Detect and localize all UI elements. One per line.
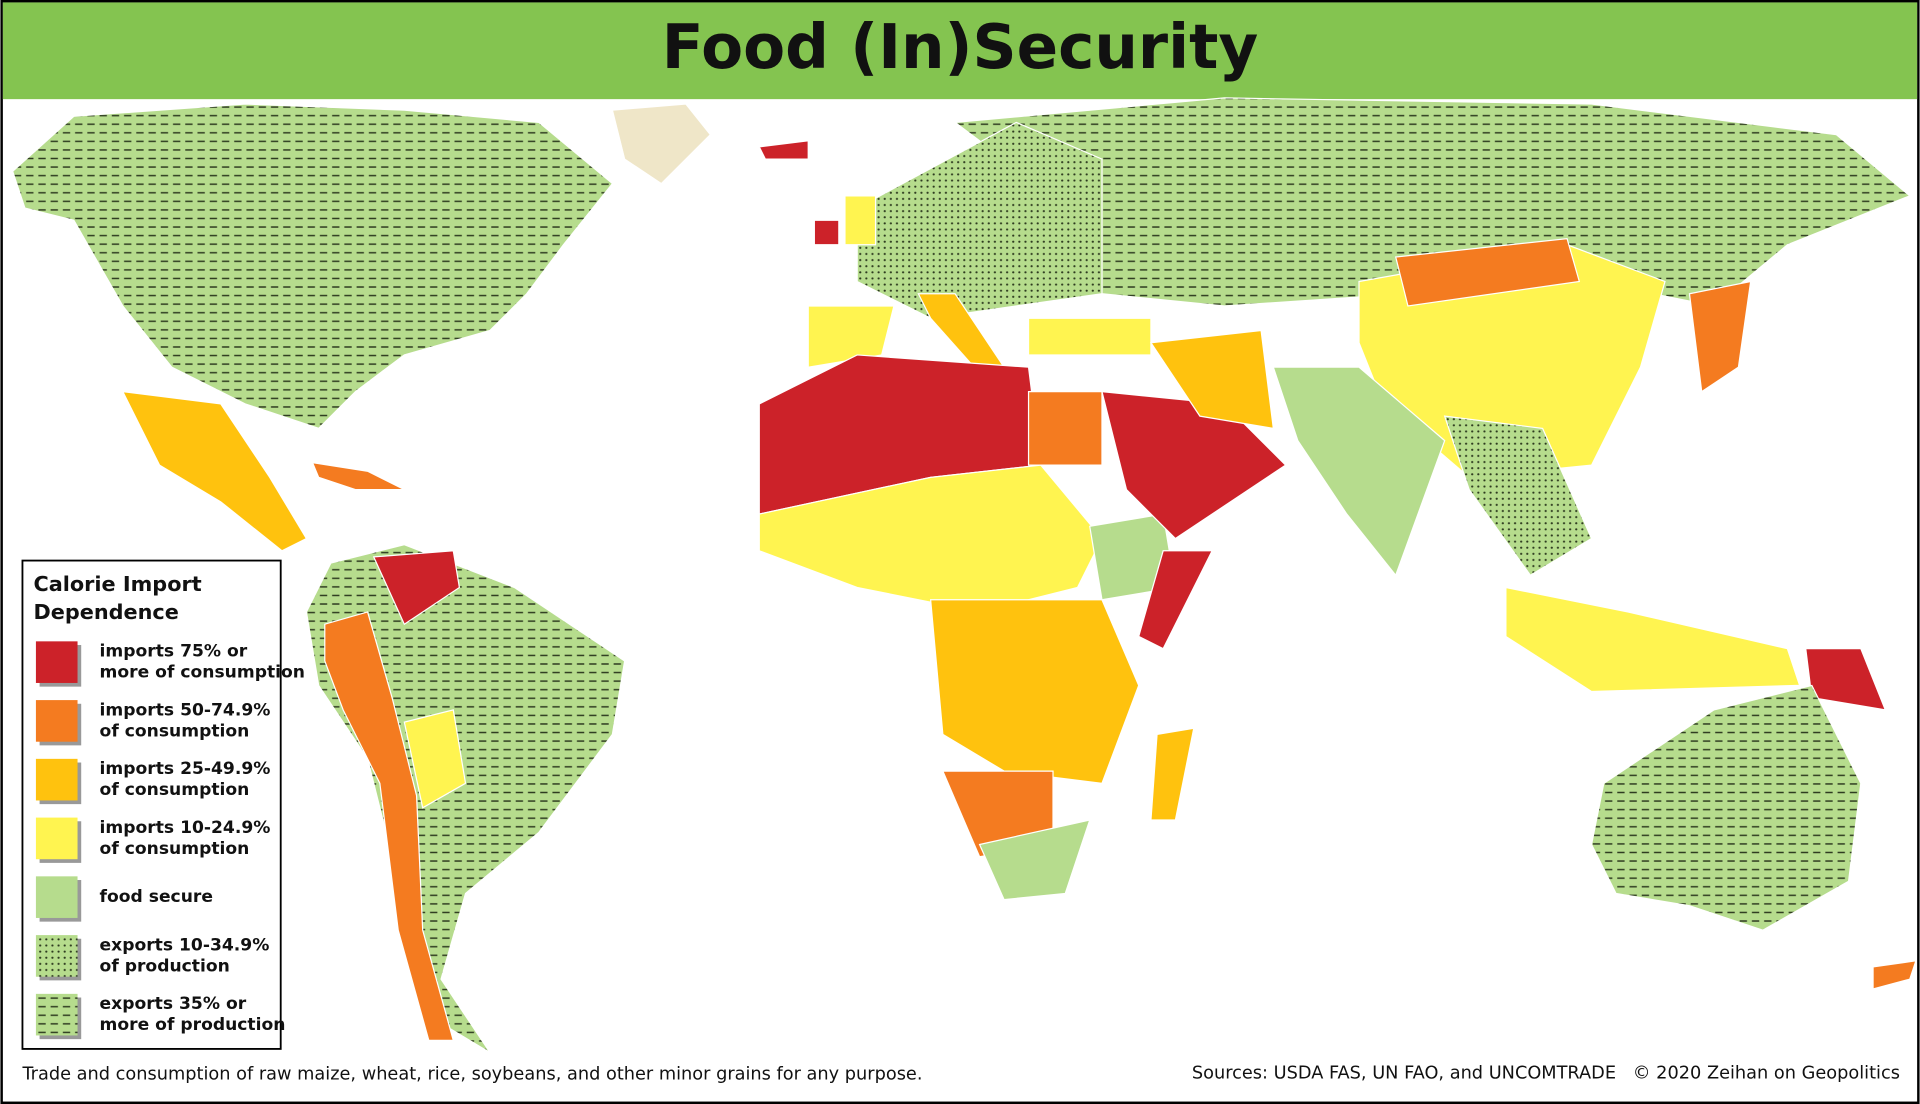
legend-swatch [35, 935, 78, 977]
madagascar [1150, 727, 1195, 821]
legend-title: Dependence [33, 600, 178, 624]
south-america [305, 544, 626, 1054]
caribbean [311, 461, 405, 491]
legend-label: of production [100, 956, 230, 976]
legend-label: more of consumption [100, 663, 305, 683]
south-africa [978, 819, 1091, 901]
title-bar [2, 2, 1918, 100]
venezuela [372, 550, 461, 626]
legend-label: exports 35% or [100, 994, 247, 1014]
west-africa [758, 464, 1103, 613]
japan [1688, 280, 1752, 393]
world-map [11, 97, 1917, 1054]
papua-new-guinea [1805, 648, 1887, 711]
southeast-asia [1443, 415, 1593, 577]
footnote: Trade and consumption of raw maize, whea… [21, 1065, 922, 1085]
legend-label: imports 50-74.9% [100, 701, 271, 721]
legend-label: food secure [100, 887, 213, 907]
iberia [807, 305, 895, 368]
iceland [758, 140, 809, 160]
legend-swatch [35, 993, 78, 1036]
legend-swatch [35, 700, 78, 742]
central-africa [929, 599, 1140, 784]
legend-label: imports 10-24.9% [100, 818, 271, 838]
title: Food (In)Security [662, 12, 1258, 83]
new-zealand [1872, 960, 1917, 990]
india [1272, 366, 1446, 577]
iran [1149, 329, 1275, 430]
mongolia [1394, 238, 1581, 307]
copyright: © 2020 Zeihan on Geopolitics [1633, 1063, 1900, 1083]
uk [844, 195, 877, 246]
turkey [1027, 317, 1152, 356]
ireland [813, 219, 840, 246]
legend-swatch [35, 817, 78, 860]
legend-label: imports 25-49.9% [100, 759, 271, 779]
legend-label: of consumption [100, 721, 250, 741]
china [1358, 244, 1666, 478]
indonesia [1505, 586, 1801, 693]
central-america [121, 390, 308, 552]
australia [1590, 684, 1862, 931]
legend-label: of consumption [100, 839, 250, 859]
sources: Sources: USDA FAS, UN FAO, and UNCOMTRAD… [1192, 1063, 1616, 1083]
legend-label: more of production [100, 1015, 286, 1035]
legend-label: exports 10-34.9% [100, 935, 270, 955]
somalia [1137, 550, 1214, 650]
north-america [11, 103, 614, 430]
bolivia [403, 709, 467, 809]
legend-swatch [35, 876, 78, 918]
greenland [611, 103, 712, 185]
legend-swatch [35, 758, 78, 801]
europe [856, 121, 1103, 319]
egypt [1027, 391, 1103, 466]
andes [324, 611, 455, 1041]
legend-label: of consumption [100, 780, 250, 800]
legend-label: imports 75% or [100, 642, 248, 662]
legend-swatch [35, 641, 78, 683]
legend-title: Calorie Import [33, 572, 201, 596]
